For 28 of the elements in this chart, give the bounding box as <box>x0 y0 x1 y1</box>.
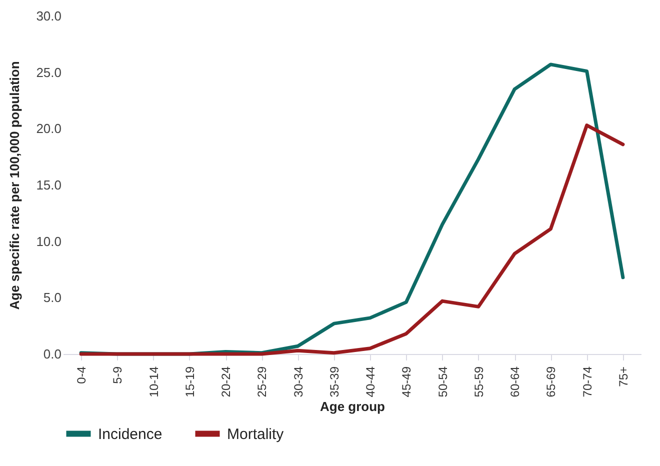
y-tick-label: 20.0 <box>36 121 62 136</box>
x-tick-label: 55-59 <box>472 366 486 398</box>
x-tick-label: 40-44 <box>364 366 378 398</box>
x-tick-label: 35-39 <box>327 366 342 398</box>
x-tick-label: 75+ <box>616 366 630 387</box>
y-tick-label: 15.0 <box>36 178 62 192</box>
y-tick-label: 10.0 <box>36 234 62 249</box>
x-tick-label: 25-29 <box>255 366 270 398</box>
legend-label: Incidence <box>98 426 162 443</box>
x-tick-label: 30-34 <box>291 366 306 398</box>
x-tick-label: 45-49 <box>400 366 414 398</box>
y-axis-title: Age specific rate per 100,000 population <box>7 61 22 310</box>
legend-label: Mortality <box>227 426 284 443</box>
x-tick-label: 65-69 <box>544 366 558 398</box>
x-tick-label: 5-9 <box>110 366 125 384</box>
y-tick-label: 0.0 <box>43 346 62 362</box>
x-axis-title: Age group <box>320 399 386 414</box>
x-tick-label: 15-19 <box>182 366 197 398</box>
x-tick-label: 50-54 <box>436 366 450 398</box>
x-tick-label: 0-4 <box>74 366 89 384</box>
y-tick-label: 30.0 <box>36 8 62 24</box>
x-tick-label: 60-64 <box>508 366 522 398</box>
x-tick-label: 10-14 <box>146 366 161 398</box>
y-tick-label: 5.0 <box>43 290 62 306</box>
x-tick-label: 20-24 <box>219 366 234 398</box>
x-tick-label: 70-74 <box>580 366 594 398</box>
line-series <box>79 124 625 356</box>
y-tick-label: 25.0 <box>36 64 62 80</box>
